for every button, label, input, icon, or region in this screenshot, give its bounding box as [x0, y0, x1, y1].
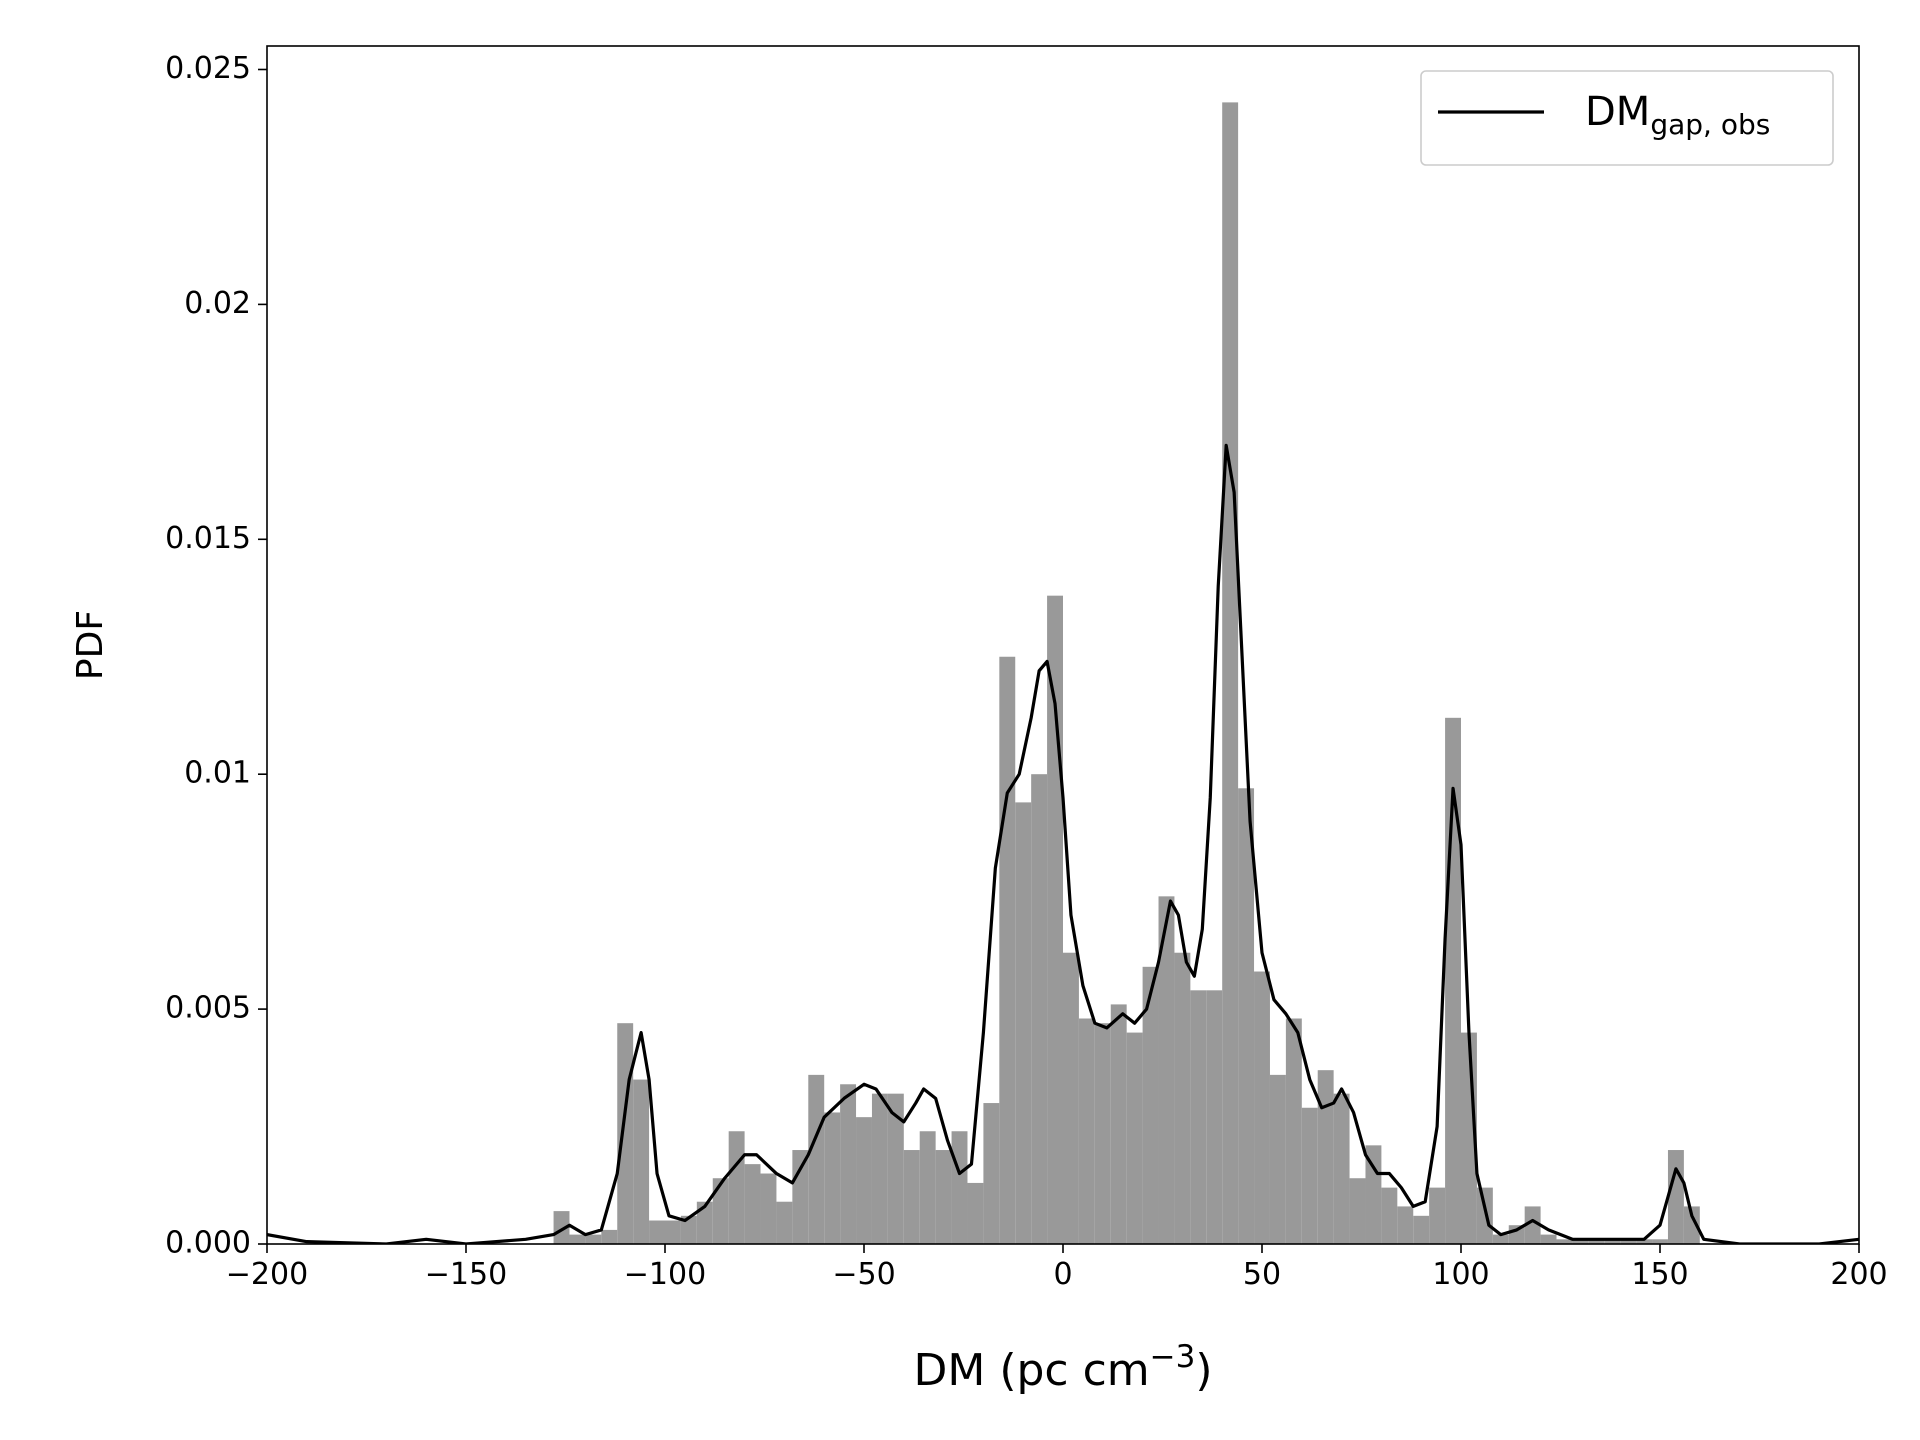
histogram-bar	[887, 1093, 904, 1244]
histogram-bar	[680, 1215, 697, 1244]
histogram-bar	[951, 1131, 968, 1244]
legend-box	[1420, 70, 1834, 166]
histogram-bar	[776, 1201, 793, 1244]
x-tick-label: 0	[1053, 1257, 1072, 1292]
x-axis-label-superscript: −3	[1150, 1339, 1196, 1375]
histogram-bar	[792, 1150, 809, 1244]
legend-label-subscript: gap, obs	[1650, 108, 1770, 141]
y-tick-label: 0.005	[165, 991, 251, 1026]
histogram-bar	[1174, 952, 1191, 1244]
histogram-bar	[967, 1182, 984, 1244]
histogram-bar	[1429, 1187, 1446, 1244]
histogram-bar	[1540, 1234, 1557, 1244]
histogram-bar	[1285, 1018, 1302, 1244]
histogram-bar	[1620, 1239, 1637, 1244]
histogram-bar	[1349, 1178, 1366, 1244]
histogram-bar	[999, 656, 1016, 1244]
histogram-bar	[1588, 1239, 1605, 1244]
histogram-bar	[1476, 1187, 1493, 1244]
histogram-bar	[553, 1211, 570, 1244]
histogram-bar	[1078, 1018, 1095, 1244]
histogram-bar	[1652, 1239, 1668, 1244]
y-tick-label: 0.02	[184, 286, 251, 321]
histogram-bar	[1222, 102, 1239, 1245]
histogram-bar	[1667, 1150, 1684, 1244]
y-tick-label: 0.01	[184, 756, 251, 791]
histogram-bar	[824, 1112, 841, 1244]
kde-line	[267, 443, 1859, 1244]
histogram-bar	[983, 1103, 1000, 1244]
histogram-bar	[569, 1234, 586, 1244]
histogram-bar	[1333, 1093, 1350, 1244]
histogram-bar	[1015, 802, 1032, 1244]
y-tick-label: 0.025	[165, 51, 251, 86]
y-tick-label: 0.000	[165, 1226, 251, 1261]
histogram-bar	[1683, 1206, 1700, 1244]
histogram-bar	[808, 1074, 825, 1244]
histogram-bar	[1126, 1032, 1143, 1244]
legend-label: DMgap, obs	[1585, 89, 1770, 141]
histogram-bar	[1110, 1004, 1127, 1244]
x-tick-label: −50	[832, 1257, 895, 1292]
histogram-bar	[617, 1023, 634, 1244]
histogram-bar	[1381, 1187, 1398, 1244]
histogram-bar	[1190, 990, 1207, 1244]
histogram-bar	[903, 1150, 920, 1244]
histogram-bar	[728, 1131, 745, 1244]
histogram-bar	[1524, 1206, 1541, 1244]
histogram-bar	[1031, 774, 1048, 1244]
histogram-bar	[1365, 1145, 1382, 1244]
x-axis-label: DM (pc cm−3)	[913, 1339, 1212, 1396]
histogram-bar	[1317, 1070, 1334, 1244]
x-axis-label-text: DM (pc cm	[913, 1345, 1149, 1396]
x-tick-label: 200	[1830, 1257, 1887, 1292]
histogram-bar	[1572, 1239, 1589, 1244]
histogram-bar	[919, 1131, 936, 1244]
histogram-bar	[1556, 1239, 1573, 1244]
x-tick-label: −150	[425, 1257, 507, 1292]
x-tick-label: −100	[624, 1257, 706, 1292]
histogram-bar	[1254, 971, 1270, 1244]
histogram-bar	[1413, 1215, 1430, 1244]
x-tick-label: 150	[1631, 1257, 1688, 1292]
histogram-bar	[935, 1150, 952, 1244]
x-tick-label: 100	[1432, 1257, 1489, 1292]
histogram-bar	[1142, 966, 1159, 1244]
y-axis-label: PDF	[70, 610, 111, 680]
histogram-bar	[696, 1201, 713, 1244]
histogram-bar	[601, 1229, 618, 1244]
x-tick-label: 50	[1243, 1257, 1281, 1292]
x-axis-label-suffix: )	[1195, 1345, 1212, 1396]
histogram-bar	[665, 1220, 681, 1244]
legend-label-main: DM	[1585, 89, 1650, 135]
histogram-bar	[1206, 990, 1223, 1244]
histogram-bar	[744, 1164, 761, 1244]
x-tick-label: −200	[226, 1257, 308, 1292]
histogram-bar	[760, 1173, 777, 1244]
histogram-bar	[649, 1220, 665, 1244]
histogram-bar	[712, 1178, 729, 1244]
y-tick-label: 0.015	[165, 521, 251, 556]
histogram-bar	[840, 1084, 857, 1244]
histogram-bar	[1604, 1239, 1621, 1244]
histogram-bar	[1158, 896, 1175, 1244]
histogram-bar	[1063, 952, 1079, 1244]
histogram-bar	[1094, 1023, 1111, 1244]
histogram-bar	[633, 1079, 650, 1244]
histogram-bar	[1238, 788, 1255, 1244]
histogram-bar	[1492, 1234, 1509, 1244]
histogram-bar	[1636, 1239, 1653, 1244]
histogram-bar	[871, 1093, 888, 1244]
histogram-bar	[1301, 1107, 1318, 1244]
histogram-bar	[1269, 1074, 1286, 1244]
histogram-bar	[856, 1117, 872, 1244]
histogram-bar	[585, 1234, 602, 1244]
histogram-bar	[1047, 595, 1063, 1244]
histogram-bar	[1397, 1206, 1414, 1244]
